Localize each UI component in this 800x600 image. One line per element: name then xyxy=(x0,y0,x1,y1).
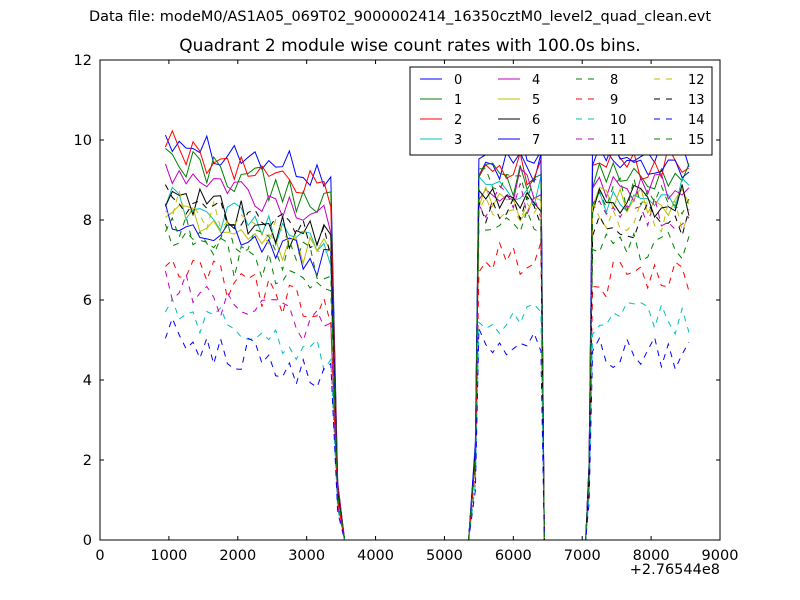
legend-label-14: 14 xyxy=(688,113,705,128)
legend-label-1: 1 xyxy=(454,93,462,108)
legend-label-15: 15 xyxy=(688,133,705,148)
x-tick-label: 8000 xyxy=(633,548,670,564)
y-tick-label: 8 xyxy=(83,213,92,229)
ticks-layer: 0 1000 2000 3000 4000 5000 6000 7000 8000 9000 0 2 4… xyxy=(74,53,739,564)
x-tick-label: 3000 xyxy=(288,548,325,564)
legend-label-9: 9 xyxy=(610,93,618,108)
x-tick-label: 6000 xyxy=(495,548,532,564)
legend-label-11: 11 xyxy=(610,133,627,148)
x-tick-label: 0 xyxy=(95,548,104,564)
legend-label-0: 0 xyxy=(454,73,462,88)
legend-label-7: 7 xyxy=(532,133,540,148)
series-line-15 xyxy=(164,168,690,541)
y-tick-label: 4 xyxy=(83,373,92,389)
x-tick-label: 5000 xyxy=(426,548,463,564)
series-line-11 xyxy=(164,183,690,541)
y-tick-label: 10 xyxy=(74,133,92,149)
legend-label-10: 10 xyxy=(610,113,627,128)
y-tick-label: 6 xyxy=(83,293,92,309)
legend-label-12: 12 xyxy=(688,73,705,88)
legend-label-13: 13 xyxy=(688,93,705,108)
y-tick-label: 2 xyxy=(83,453,92,469)
y-tick-label: 0 xyxy=(83,533,92,549)
legend-label-4: 4 xyxy=(532,73,540,88)
x-tick-label: 4000 xyxy=(357,548,394,564)
legend-label-8: 8 xyxy=(610,73,618,88)
legend-label-6: 6 xyxy=(532,113,540,128)
legend-label-5: 5 xyxy=(532,93,540,108)
series-line-14 xyxy=(164,316,690,541)
series-line-9 xyxy=(165,241,690,541)
y-tick-label: 12 xyxy=(74,53,92,69)
series-line-1 xyxy=(165,148,690,541)
series-line-2 xyxy=(164,129,690,541)
chart-suptitle: Data file: modeM0/AS1A05_069T02_90000024… xyxy=(88,9,712,25)
legend-label-3: 3 xyxy=(454,133,462,148)
series-line-13 xyxy=(164,184,690,541)
x-tick-label: 7000 xyxy=(564,548,601,564)
x-offset-label: +2.76544e8 xyxy=(629,562,720,578)
series-line-4 xyxy=(164,163,690,541)
series-line-8 xyxy=(164,209,690,541)
series-line-0 xyxy=(164,134,690,541)
x-tick-label: 1000 xyxy=(150,548,187,564)
series-line-6 xyxy=(164,184,690,541)
x-tick-label: 2000 xyxy=(219,548,256,564)
series-line-5 xyxy=(165,185,690,541)
x-tick-label: 9000 xyxy=(702,548,739,564)
legend-box xyxy=(409,66,713,156)
chart-title: Quadrant 2 module wise count rates with … xyxy=(179,36,641,56)
series-line-7 xyxy=(164,130,690,541)
legend-label-2: 2 xyxy=(454,113,462,128)
series-line-10 xyxy=(164,297,690,541)
series-layer xyxy=(164,129,690,541)
